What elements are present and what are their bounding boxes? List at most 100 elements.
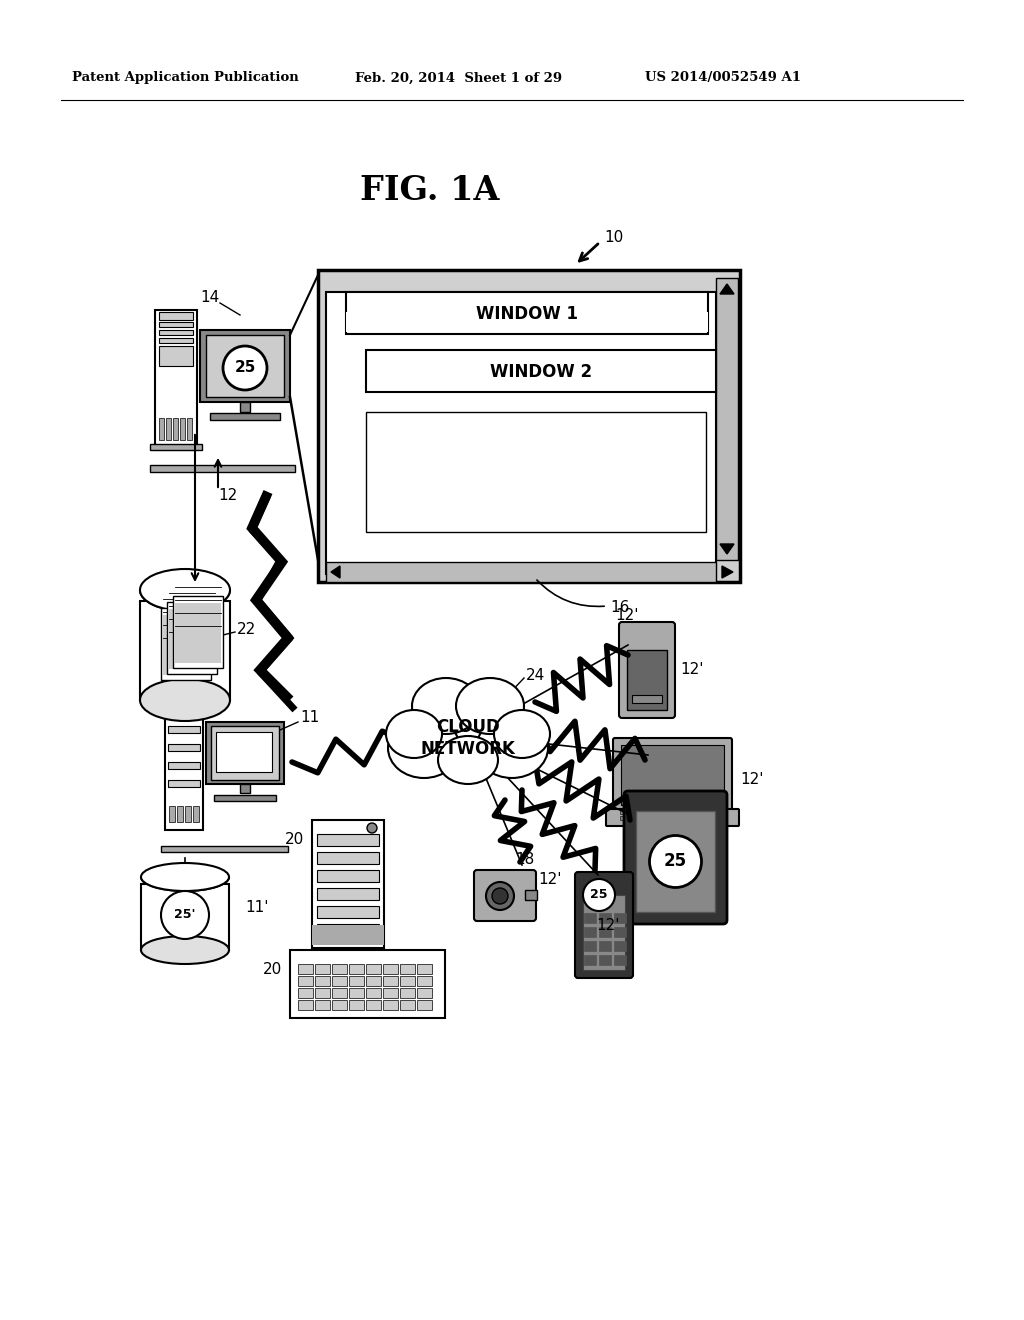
Bar <box>298 987 313 998</box>
Bar <box>646 816 656 820</box>
Bar <box>583 895 625 970</box>
Bar <box>383 1001 398 1010</box>
Text: Feb. 20, 2014  Sheet 1 of 29: Feb. 20, 2014 Sheet 1 of 29 <box>355 71 562 84</box>
Bar <box>326 292 716 574</box>
Bar <box>632 696 662 704</box>
Bar <box>332 975 347 986</box>
Bar <box>614 941 626 950</box>
Bar <box>685 810 695 814</box>
Bar <box>317 906 379 917</box>
Ellipse shape <box>140 569 230 611</box>
Bar <box>584 913 596 923</box>
Bar <box>400 1001 415 1010</box>
Bar <box>332 1001 347 1010</box>
Bar <box>349 1001 364 1010</box>
Polygon shape <box>331 566 340 578</box>
Bar <box>317 888 379 900</box>
Text: 20: 20 <box>263 962 282 978</box>
Bar <box>312 820 384 948</box>
Bar <box>317 834 379 846</box>
Bar <box>150 444 202 450</box>
Circle shape <box>583 879 615 911</box>
Ellipse shape <box>141 936 229 964</box>
Bar <box>159 346 193 366</box>
Bar <box>584 954 596 965</box>
Bar <box>400 975 415 986</box>
Bar <box>672 816 682 820</box>
Bar <box>659 816 669 820</box>
Bar <box>318 271 740 582</box>
Text: 25: 25 <box>590 888 608 902</box>
Text: 25': 25' <box>174 908 196 921</box>
Bar <box>290 950 445 1018</box>
Bar <box>159 322 193 327</box>
Bar <box>366 975 381 986</box>
Bar <box>716 279 738 560</box>
Bar <box>366 987 381 998</box>
Bar <box>168 744 200 751</box>
Bar <box>366 964 381 974</box>
Circle shape <box>486 882 514 909</box>
Bar <box>315 987 330 998</box>
Bar <box>711 810 721 814</box>
Bar <box>685 816 695 820</box>
Polygon shape <box>722 566 733 578</box>
Text: 12': 12' <box>740 772 764 788</box>
Bar <box>140 601 230 700</box>
Bar <box>633 810 643 814</box>
Bar <box>173 418 178 440</box>
Bar <box>175 603 221 663</box>
Bar <box>206 335 284 397</box>
Bar <box>346 292 708 334</box>
Ellipse shape <box>388 718 460 777</box>
Circle shape <box>649 836 701 887</box>
Bar <box>177 807 183 822</box>
Bar <box>317 851 379 865</box>
Bar <box>366 350 716 392</box>
Bar <box>400 987 415 998</box>
Bar <box>180 418 185 440</box>
Bar <box>599 927 611 937</box>
Bar <box>312 925 384 945</box>
FancyBboxPatch shape <box>575 873 633 978</box>
Bar <box>298 975 313 986</box>
FancyBboxPatch shape <box>606 809 739 826</box>
Bar <box>169 609 215 669</box>
Ellipse shape <box>476 718 548 777</box>
Bar <box>584 927 596 937</box>
Bar <box>599 913 611 923</box>
Text: 18: 18 <box>515 853 535 867</box>
Bar <box>317 870 379 882</box>
Bar <box>161 846 288 851</box>
Text: 12: 12 <box>218 488 238 503</box>
Text: 12': 12' <box>596 917 620 932</box>
Circle shape <box>492 888 508 904</box>
Circle shape <box>367 822 377 833</box>
Bar <box>620 810 630 814</box>
Bar <box>165 715 203 830</box>
Bar <box>169 807 175 822</box>
Bar <box>383 975 398 986</box>
Bar <box>168 762 200 770</box>
Bar <box>417 1001 432 1010</box>
Bar <box>332 987 347 998</box>
Text: 11': 11' <box>245 900 268 916</box>
Bar <box>621 744 724 805</box>
Text: CLOUD
NETWORK: CLOUD NETWORK <box>421 718 515 758</box>
Bar <box>698 816 708 820</box>
Bar <box>159 338 193 343</box>
Bar <box>366 1001 381 1010</box>
Bar <box>315 1001 330 1010</box>
Text: 12': 12' <box>615 609 639 623</box>
Bar <box>417 964 432 974</box>
Bar <box>349 987 364 998</box>
Text: Patent Application Publication: Patent Application Publication <box>72 71 299 84</box>
Text: 16: 16 <box>610 601 630 615</box>
Text: US 2014/0052549 A1: US 2014/0052549 A1 <box>645 71 801 84</box>
Text: WINDOW 1: WINDOW 1 <box>476 305 578 323</box>
Text: 12': 12' <box>538 873 561 887</box>
Bar <box>332 964 347 974</box>
Bar <box>525 890 537 900</box>
Bar <box>240 784 250 793</box>
Text: 14: 14 <box>200 290 219 305</box>
